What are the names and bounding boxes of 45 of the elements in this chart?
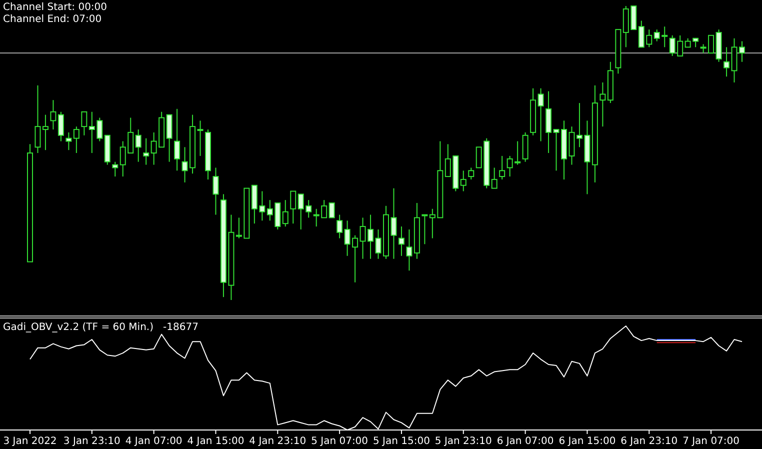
candlestick [81, 111, 88, 136]
x-tick-label: 3 Jan 23:10 [63, 436, 120, 447]
x-tick-label: 6 Jan 15:00 [558, 436, 616, 447]
candlestick [66, 132, 72, 151]
candlestick [73, 126, 80, 154]
x-tick-label: 7 Jan 07:00 [682, 436, 740, 447]
annotation: Channel Start: 00:00 [3, 2, 108, 13]
candlestick [460, 170, 466, 192]
x-tick-label: 5 Jan 23:10 [434, 436, 492, 447]
candlestick [336, 214, 343, 239]
x-tick-label: 6 Jan 07:00 [496, 436, 554, 447]
candlestick [491, 167, 498, 189]
candlestick [58, 111, 64, 142]
chart-title: Gadi_OBV_v2.2 (TF = 60 Min.) -18677 [3, 322, 198, 333]
candlestick [422, 214, 428, 245]
candlestick [538, 88, 544, 142]
candlestick [398, 226, 404, 256]
candlestick [212, 167, 219, 216]
candlestick [282, 200, 288, 227]
candlestick [174, 108, 180, 172]
candlestick [499, 155, 506, 180]
candlestick [600, 82, 606, 128]
annotation: Channel End: 07:00 [3, 14, 102, 25]
candlestick [328, 202, 335, 218]
candlestick [406, 228, 412, 272]
candlestick [42, 114, 48, 151]
x-tick-label: 5 Jan 07:00 [311, 436, 368, 447]
candlestick [112, 161, 118, 178]
x-tick-label: 4 Jan 15:00 [187, 436, 244, 447]
candlestick [724, 46, 730, 78]
x-tick-label: 4 Jan 07:00 [125, 436, 182, 447]
x-tick-label: 4 Jan 23:10 [249, 436, 306, 447]
candlestick [197, 120, 204, 156]
candlestick [50, 100, 56, 130]
candlestick [135, 128, 142, 162]
candlestick [34, 84, 41, 154]
candlestick [143, 138, 150, 166]
x-tick-label: 3 Jan 2022 [3, 436, 57, 447]
candlestick [290, 190, 296, 224]
candlestick [546, 90, 552, 154]
x-tick-label: 5 Jan 15:00 [373, 436, 430, 447]
candlestick [166, 114, 172, 162]
x-tick-label: 6 Jan 23:10 [620, 436, 678, 447]
candlestick [522, 132, 528, 162]
candlestick [468, 167, 474, 180]
